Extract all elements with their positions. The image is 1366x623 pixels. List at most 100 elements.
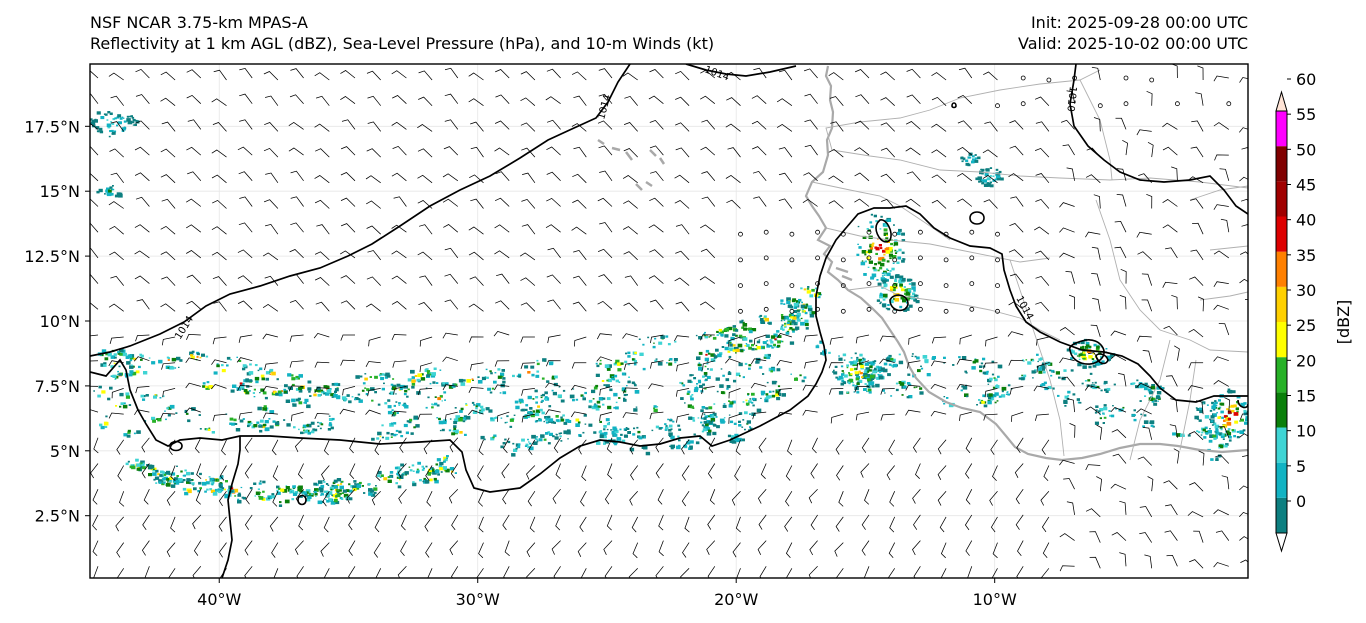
reflectivity-cell (1104, 388, 1107, 392)
reflectivity-cell (856, 391, 860, 394)
reflectivity-cell (801, 308, 805, 311)
reflectivity-cell (1210, 420, 1214, 423)
wind-barb (1085, 231, 1101, 238)
reflectivity-cell (1150, 385, 1156, 390)
wind-barb-calm (969, 281, 975, 287)
wind-barb (785, 568, 793, 578)
reflectivity-cell (462, 420, 466, 423)
wind-barb (834, 542, 844, 557)
wind-barb (504, 540, 510, 557)
wind-barb (776, 332, 793, 339)
wind-barb (546, 119, 561, 130)
reflectivity-cell (216, 364, 220, 368)
wind-barb (495, 171, 510, 182)
reflectivity-cell (1231, 429, 1235, 432)
reflectivity-cell (886, 260, 890, 263)
wind-barb (340, 223, 356, 233)
wind-barb (391, 275, 407, 284)
reflectivity-cell (608, 422, 610, 424)
reflectivity-cell (524, 365, 529, 369)
reflectivity-cell (758, 339, 761, 341)
wind-barb (212, 122, 227, 132)
wind-barb (784, 516, 793, 532)
reflectivity-cell (442, 420, 447, 425)
reflectivity-cell (869, 221, 873, 224)
reflectivity-cell (868, 391, 872, 394)
reflectivity-cell (276, 491, 281, 495)
reflectivity-cell (654, 359, 658, 363)
reflectivity-cell (1142, 425, 1145, 428)
reflectivity-cell (682, 384, 686, 387)
wind-barb (108, 412, 124, 419)
reflectivity-cell (665, 426, 669, 430)
reflectivity-cell (264, 396, 268, 400)
reflectivity-cell (595, 384, 599, 388)
reflectivity-cell (989, 397, 994, 401)
reflectivity-cell (1105, 348, 1108, 350)
wind-barb (736, 568, 741, 578)
wind-barb-calm (892, 231, 898, 237)
wind-barb (623, 200, 638, 209)
wind-barb (340, 96, 356, 104)
wind-barb-calm (789, 231, 795, 237)
reflectivity-cell (158, 479, 163, 483)
wind-barb (864, 489, 870, 505)
reflectivity-cell (972, 158, 975, 161)
reflectivity-cell (724, 346, 729, 351)
reflectivity-cell (390, 422, 394, 425)
reflectivity-cell (488, 409, 493, 413)
reflectivity-cell (791, 323, 793, 325)
reflectivity-cell (475, 405, 478, 408)
reflectivity-cell (748, 400, 752, 404)
wind-barb (1091, 246, 1101, 260)
wind-barb (623, 122, 638, 132)
wind-barb (965, 540, 973, 556)
reflectivity-cell (326, 500, 330, 503)
reflectivity-cell (1106, 387, 1111, 391)
wind-barb (1085, 406, 1101, 415)
reflectivity-cell (1045, 361, 1051, 366)
wind-barb (804, 93, 818, 104)
reflectivity-cell (1064, 405, 1067, 407)
reflectivity-cell (1095, 405, 1099, 408)
reflectivity-cell (540, 401, 543, 403)
wind-barb (264, 122, 279, 132)
reflectivity-cell (1063, 369, 1067, 372)
reflectivity-cell (160, 470, 164, 474)
reflectivity-cell (905, 291, 911, 296)
wind-barb (931, 123, 947, 132)
reflectivity-cell (233, 488, 239, 493)
wind-barb (804, 119, 818, 130)
reflectivity-cell (982, 179, 987, 183)
reflectivity-cell (596, 364, 600, 368)
wind-barb (1112, 453, 1127, 464)
reflectivity-cell (770, 340, 774, 344)
reflectivity-cell (1048, 362, 1051, 364)
wind-barb (931, 72, 947, 81)
reflectivity-cell (735, 348, 740, 353)
reflectivity-cell (607, 405, 612, 410)
reflectivity-cell (704, 335, 708, 339)
reflectivity-cell (611, 376, 614, 378)
reflectivity-cell (1077, 341, 1081, 344)
wind-barb (161, 276, 176, 286)
wind-barb (776, 123, 793, 132)
reflectivity-cell (795, 300, 801, 304)
reflectivity-cell (1103, 422, 1105, 424)
wind-barb (135, 334, 150, 342)
reflectivity-cell (850, 361, 854, 364)
wind-barb (1119, 295, 1127, 310)
wind-barb-calm (1046, 77, 1052, 83)
wind-barb (655, 566, 664, 578)
wind-barb (880, 147, 895, 158)
reflectivity-cell (320, 494, 323, 496)
reflectivity-cell (1201, 431, 1204, 434)
reflectivity-cell (558, 386, 561, 388)
reflectivity-cell (908, 395, 913, 399)
reflectivity-cell (409, 418, 413, 422)
reflectivity-cell (490, 417, 495, 422)
wind-barb (444, 67, 459, 79)
wind-barb (238, 334, 253, 343)
wind-barb (1035, 250, 1050, 261)
wind-barb (759, 566, 767, 578)
